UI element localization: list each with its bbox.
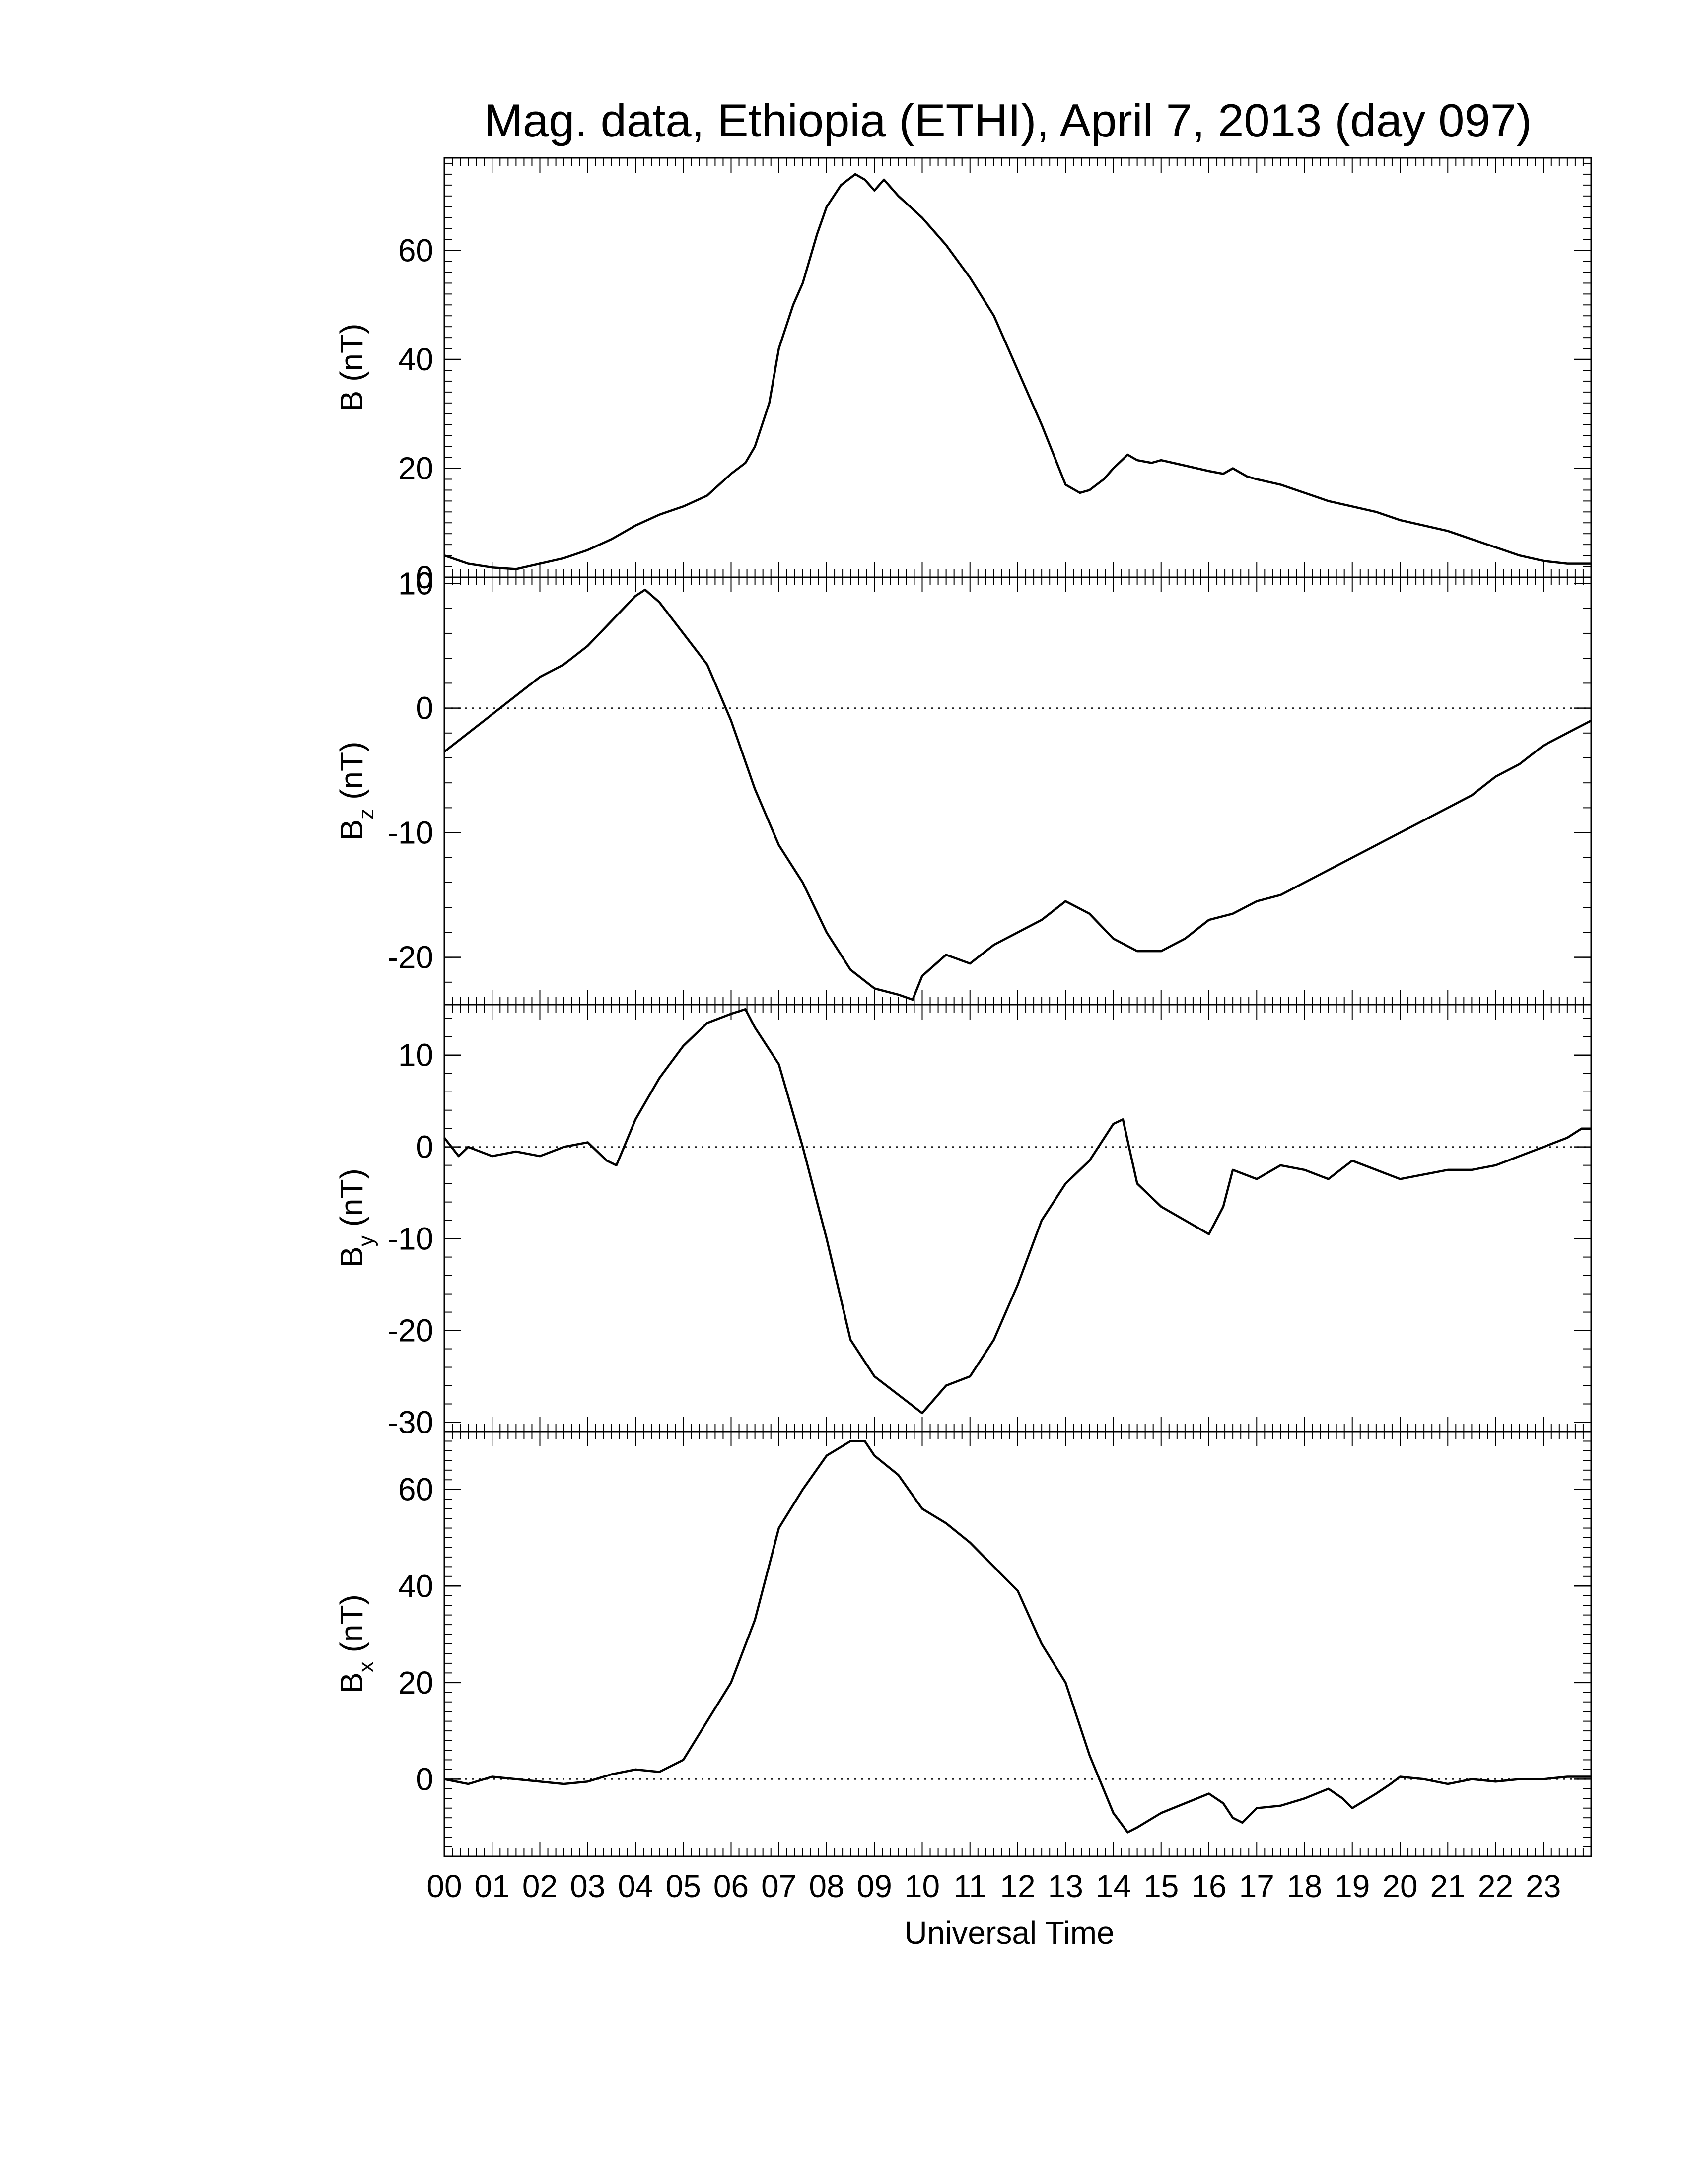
y-label-unit: (nT) xyxy=(334,1168,369,1235)
y-label-symbol: B xyxy=(334,819,369,841)
series-line-Bx xyxy=(444,1440,1591,1834)
x-tick-labels: 00 01 02 03 04 05 06 07 08 09 10 11 12 13 14 15 16 17 18 19… xyxy=(426,1868,1561,1904)
panel-B: 0 20 40 60 B (nT) xyxy=(334,157,1592,595)
y-label-unit: (nT) xyxy=(334,1594,369,1661)
x-tick-label: 09 xyxy=(857,1868,892,1904)
x-tick-label: 15 xyxy=(1143,1868,1179,1904)
x-tick-label: 23 xyxy=(1526,1868,1561,1904)
y-tick-label: 60 xyxy=(398,1472,433,1507)
y-tick-label: -10 xyxy=(388,1221,434,1257)
x-tick-label: 20 xyxy=(1382,1868,1417,1904)
x-tick-label: 02 xyxy=(522,1868,558,1904)
y-tick-label: 0 xyxy=(416,1761,433,1797)
y-label-unit: (nT) xyxy=(334,324,369,391)
y-label-symbol: B xyxy=(334,1246,369,1268)
y-axis-label-Bx: Bx (nT) xyxy=(334,1594,378,1694)
y-tick-label: 0 xyxy=(416,690,433,726)
panel-By: -30 -20 -10 0 10 By (nT) xyxy=(334,1004,1592,1440)
y-label-symbol: B xyxy=(334,1672,369,1694)
y-tick-label: -30 xyxy=(388,1405,434,1440)
y-tick-label: -20 xyxy=(388,1313,434,1349)
x-tick-label: 01 xyxy=(475,1868,510,1904)
x-tick-label: 08 xyxy=(809,1868,844,1904)
x-tick-label: 06 xyxy=(713,1868,749,1904)
x-tick-label: 04 xyxy=(618,1868,653,1904)
panel-Bz: -20 -10 0 10 Bz (nT) xyxy=(334,566,1592,1006)
y-label-subscript: x xyxy=(354,1661,378,1672)
y-tick-label: 10 xyxy=(398,1037,433,1073)
x-tick-label: 00 xyxy=(426,1868,462,1904)
y-tick-label: 0 xyxy=(416,559,433,595)
series-line-B xyxy=(444,173,1591,570)
y-label-subscript: z xyxy=(354,809,378,819)
y-tick-label: 0 xyxy=(416,1129,433,1165)
x-tick-label: 16 xyxy=(1191,1868,1226,1904)
x-tick-label: 03 xyxy=(570,1868,605,1904)
series-line-Bz xyxy=(443,588,1592,1001)
x-tick-label: 17 xyxy=(1239,1868,1274,1904)
x-tick-label: 11 xyxy=(954,1868,986,1904)
y-tick-label: 20 xyxy=(398,1665,433,1701)
y-axis-label-By: By (nT) xyxy=(334,1168,378,1268)
x-tick-label: 12 xyxy=(1000,1868,1035,1904)
x-tick-label: 14 xyxy=(1096,1868,1131,1904)
panel-frame xyxy=(443,576,1592,1006)
y-axis-label-Bz: Bz (nT) xyxy=(334,742,378,841)
panel-frame xyxy=(443,1004,1592,1433)
y-axis-label-B: B (nT) xyxy=(334,324,369,412)
x-tick-label: 21 xyxy=(1430,1868,1466,1904)
y-tick-label: 40 xyxy=(398,341,433,377)
y-tick-label: 60 xyxy=(398,233,433,269)
x-tick-label: 05 xyxy=(666,1868,701,1904)
x-axis-label: Universal Time xyxy=(904,1915,1114,1951)
y-tick-label: -10 xyxy=(388,815,434,851)
series-line-By xyxy=(443,1008,1591,1415)
y-tick-label: 10 xyxy=(398,566,433,602)
y-tick-label: 20 xyxy=(398,451,433,486)
x-tick-label: 22 xyxy=(1478,1868,1513,1904)
panel-Bx: 0 20 40 60 Bx (nT) xyxy=(334,1431,1592,1857)
x-tick-label: 19 xyxy=(1335,1868,1370,1904)
y-label-symbol: B xyxy=(334,391,369,412)
x-tick-label: 18 xyxy=(1287,1868,1322,1904)
chart-title: Mag. data, Ethiopia (ETHI), April 7, 201… xyxy=(484,94,1532,146)
y-tick-label: -20 xyxy=(388,940,434,975)
y-tick-label: 40 xyxy=(398,1568,433,1604)
x-tick-label: 10 xyxy=(905,1868,940,1904)
x-tick-label: 07 xyxy=(761,1868,796,1904)
x-tick-label: 13 xyxy=(1048,1868,1083,1904)
panel-frame xyxy=(443,1431,1592,1857)
y-label-unit: (nT) xyxy=(334,742,369,809)
y-label-subscript: y xyxy=(354,1235,378,1246)
